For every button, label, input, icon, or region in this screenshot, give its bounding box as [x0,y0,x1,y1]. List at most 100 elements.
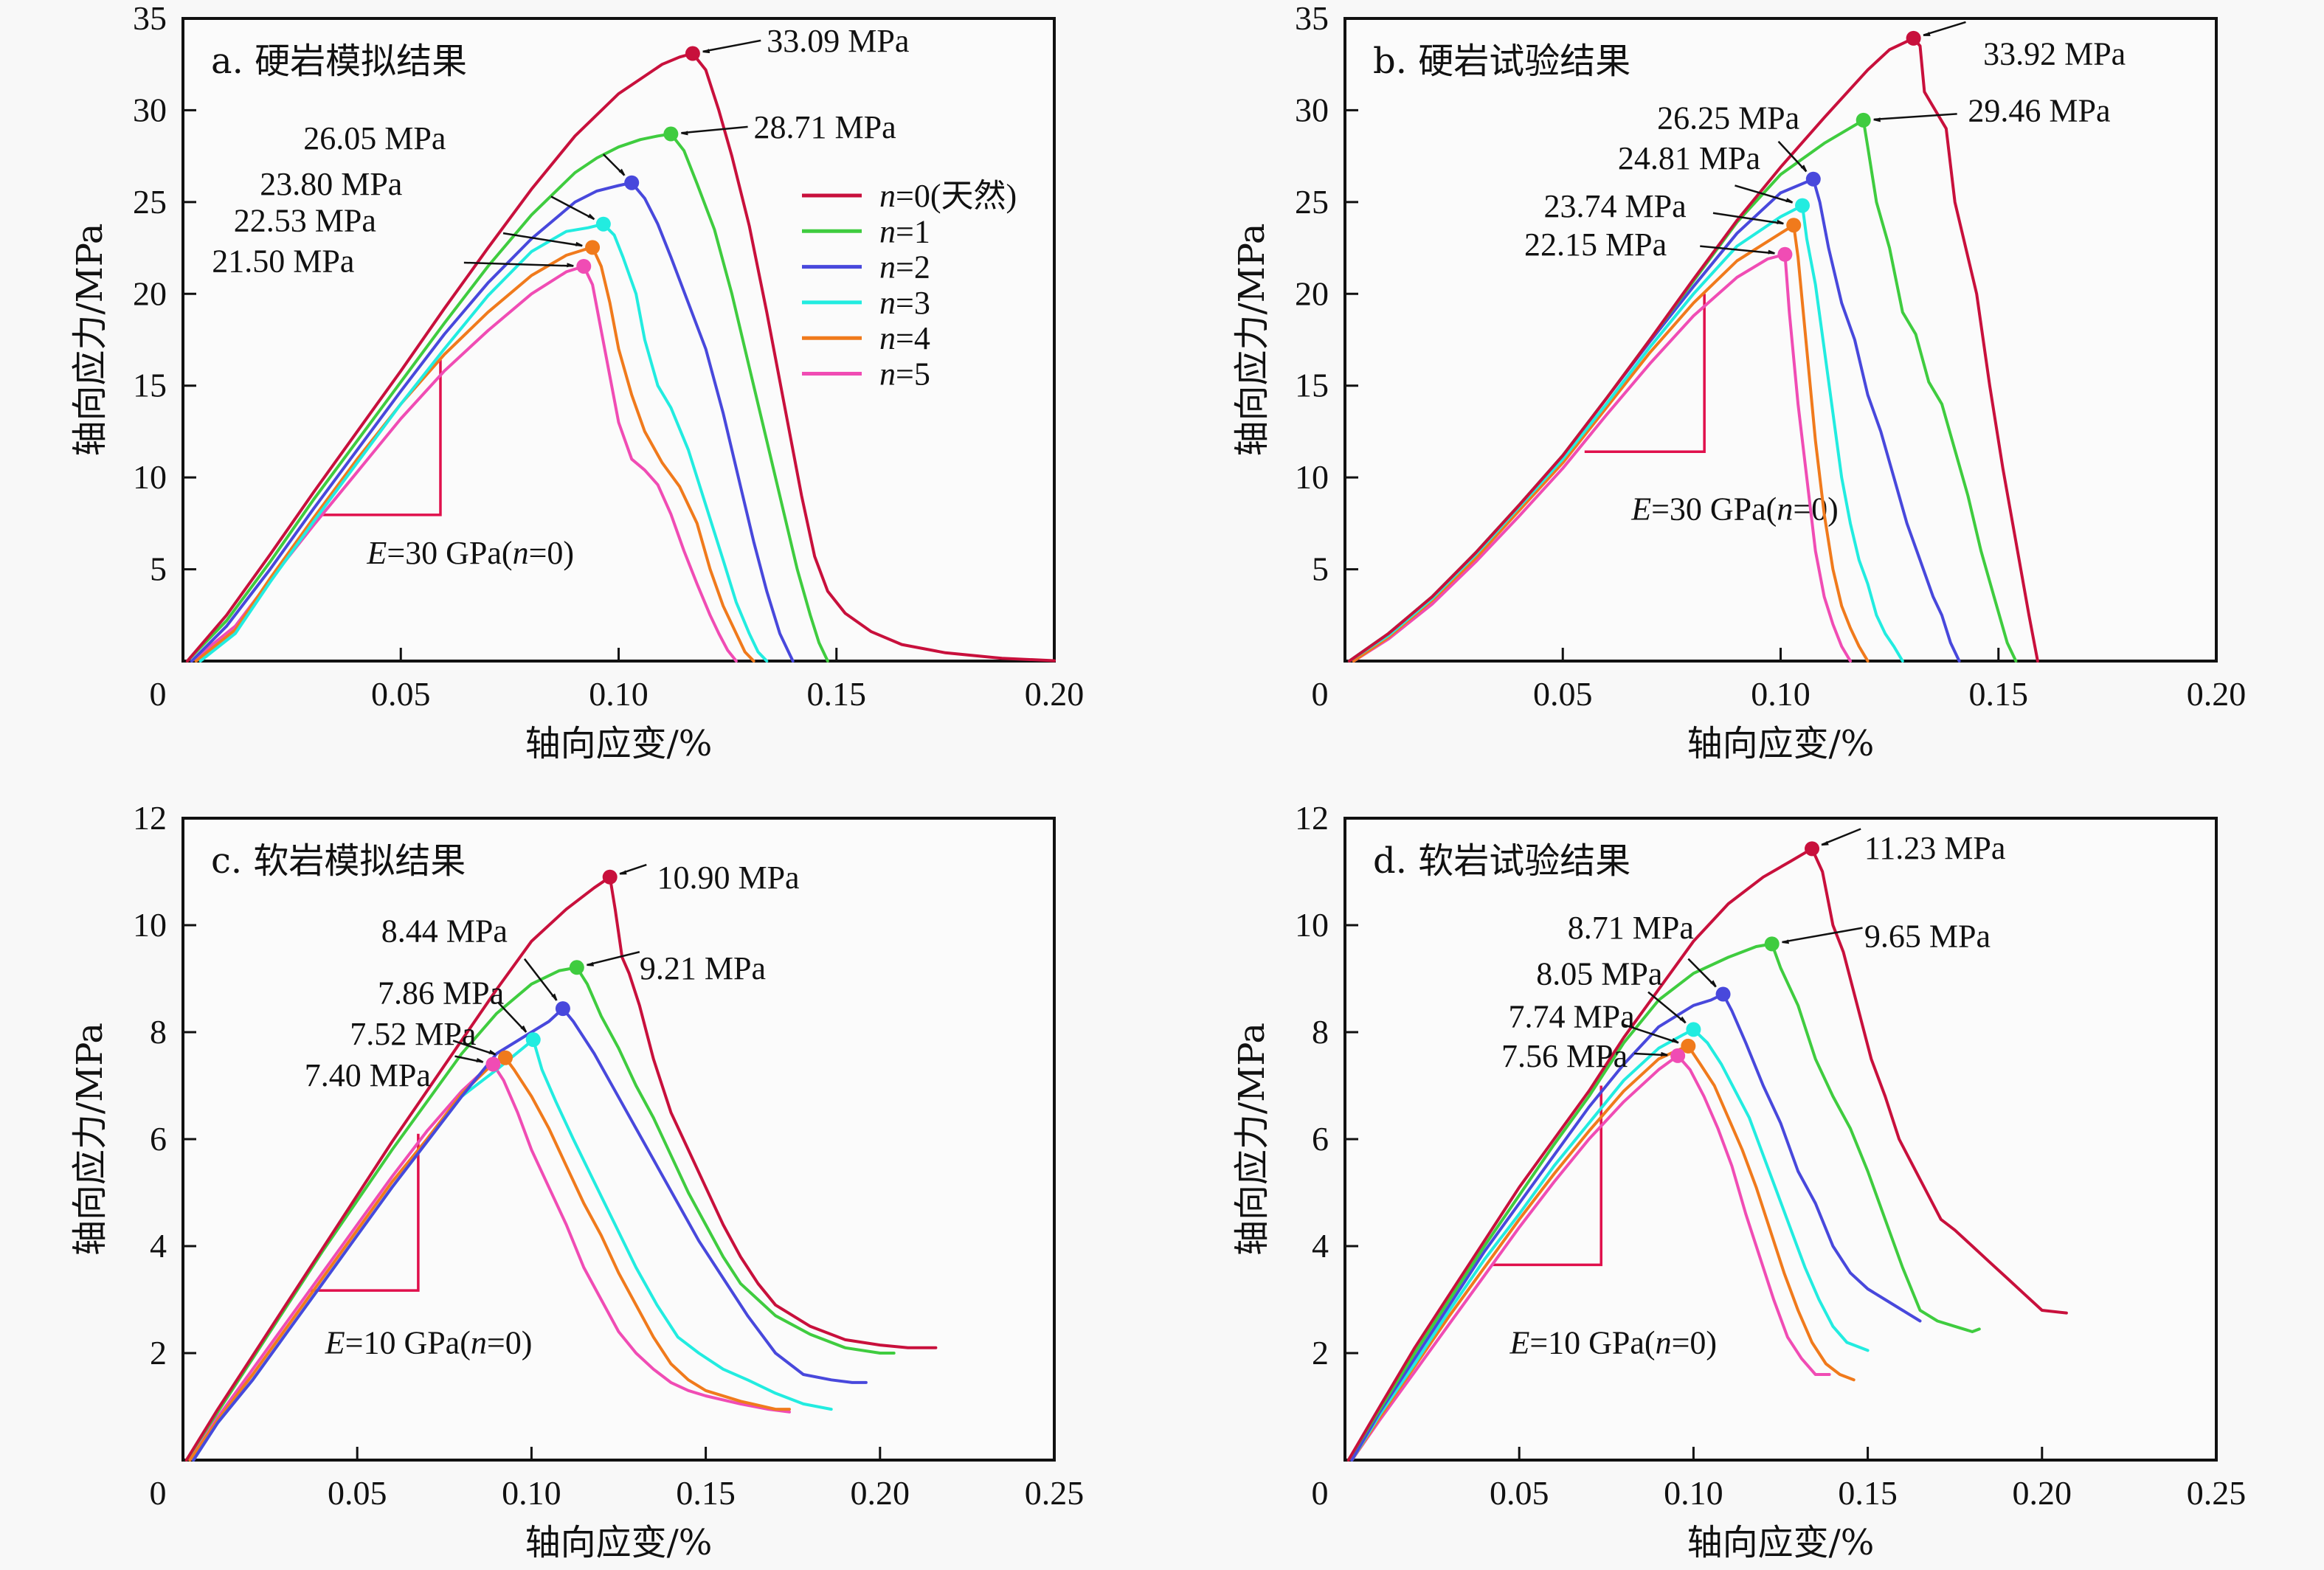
peak-marker-n3 [1686,1022,1701,1037]
x-tick-label: 0 [150,1474,167,1512]
peak-label-n0: 33.92 MPa [1983,35,2126,72]
modulus-label: E=10 GPa(n=0) [325,1325,533,1361]
peak-label-n1: 9.21 MPa [640,950,766,986]
peak-label-n4: 7.52 MPa [350,1016,476,1052]
x-tick-label: 0.10 [589,675,649,713]
peak-label-n1: 29.46 MPa [1968,92,2110,128]
y-tick-label: 15 [1295,367,1329,404]
peak-arrow-n1 [586,951,640,966]
series-line-n4 [188,1056,791,1462]
x-axis-label: 轴向应变/% [1687,1522,1875,1563]
peak-marker-n1 [569,960,584,975]
peak-marker-n0 [1805,841,1820,857]
modulus-triangle [319,359,442,516]
x-tick-label: 0.25 [2187,1474,2247,1512]
legend-label-n2: n=2 [879,249,930,286]
peak-marker-n4 [1786,218,1802,233]
peak-label-n5: 22.15 MPa [1524,226,1667,263]
peak-arrow-n5 [454,1055,484,1063]
legend-label-n1: n=1 [879,213,930,249]
panel-a: 5 10 15 20 25 30 35 0 0.05 0.10 0.15 0.20 轴向应变/% 轴向应力… [69,0,1084,764]
peak-arrow-n2 [1777,140,1808,173]
x-tick-label: 0.10 [1664,1474,1723,1512]
peak-arrow-n3 [550,196,595,221]
y-tick-label: 15 [133,367,167,404]
peak-marker-n5 [576,258,592,274]
modulus-triangle [1491,1085,1602,1267]
peak-label-n2: 8.44 MPa [381,913,508,949]
y-tick-label: 8 [150,1013,167,1051]
peak-arrow-n0 [1821,828,1861,846]
peak-marker-n1 [1856,112,1871,128]
peak-label-n3: 24.81 MPa [1618,140,1760,176]
peak-arrow-n3 [1735,184,1794,204]
x-tick-label: 0.20 [2013,1474,2072,1512]
peak-arrow-n5 [463,261,575,268]
series-line-n0 [184,875,938,1462]
y-tick-label: 35 [133,0,167,37]
peak-label-n5: 7.40 MPa [305,1057,431,1093]
y-tick-label: 35 [1295,0,1329,37]
y-tick-label: 25 [1295,183,1329,221]
y-tick-label: 12 [1295,799,1329,837]
panel-title: c. 软岩模拟结果 [211,840,466,882]
peak-arrow-n5 [1634,1051,1669,1057]
y-tick-label: 4 [1312,1227,1329,1265]
legend: n=0(天然)n=1n=2n=3n=4n=5 [802,178,1017,392]
peak-arrow-n4 [452,1040,497,1056]
y-tick-label: 2 [150,1334,167,1372]
x-tick-label: 0.25 [1025,1474,1085,1512]
peak-label-n5: 7.56 MPa [1501,1038,1628,1074]
peak-arrow-n1 [680,125,748,136]
y-tick-label: 30 [133,91,167,128]
peak-label-n2: 8.71 MPa [1568,910,1694,946]
y-tick-label: 2 [1312,1334,1329,1372]
peak-marker-n4 [1681,1038,1696,1054]
series-line-n0 [1346,847,2068,1462]
x-tick-label: 0.20 [1025,675,1085,713]
y-tick-label: 6 [150,1120,167,1158]
peak-label-n3: 8.05 MPa [1536,955,1662,992]
peak-label-n0: 11.23 MPa [1864,830,2006,866]
y-axis-label: 轴向应力/MPa [69,223,111,456]
x-tick-label: 0.20 [851,1474,910,1512]
peak-marker-n2 [1805,171,1821,187]
series-line-n5 [1350,1054,1831,1462]
series-line-n4 [1350,1044,1856,1462]
peak-arrow-n4 [1712,212,1785,225]
peak-marker-n2 [624,175,640,190]
modulus-label: E=30 GPa(n=0) [366,535,574,571]
series-line-n1 [185,132,829,663]
x-tick-label: 0 [1312,1474,1329,1512]
plot-frame [181,817,1056,1462]
legend-label-n4: n=4 [879,320,930,356]
peak-arrow-n1 [1781,927,1863,944]
x-tick-label: 0 [150,675,167,713]
y-axis-label: 轴向应力/MPa [1231,223,1273,456]
y-tick-label: 25 [133,183,167,221]
peak-arrow-n2 [1687,958,1718,988]
modulus-triangle [1584,294,1706,454]
x-tick-label: 0.05 [1490,1474,1549,1512]
modulus-label: E=30 GPa(n=0) [1630,491,1839,527]
y-tick-label: 10 [133,906,167,944]
peak-label-n0: 33.09 MPa [767,23,909,59]
peak-label-n2: 26.05 MPa [303,120,446,156]
peak-marker-n5 [1777,246,1793,262]
peak-marker-n2 [1715,986,1731,1002]
peak-arrow-n3 [497,1002,528,1033]
peak-marker-n0 [685,46,700,61]
x-tick-label: 0.10 [1751,675,1811,713]
y-tick-label: 6 [1312,1120,1329,1158]
y-tick-label: 4 [150,1227,167,1265]
peak-marker-n5 [1670,1048,1686,1063]
x-tick-label: 0.10 [502,1474,561,1512]
x-axis-label: 轴向应变/% [525,1522,713,1563]
panel-title: b. 硬岩试验结果 [1373,41,1630,82]
x-axis-label: 轴向应变/% [1687,723,1875,764]
panel-d: 2 4 6 8 10 12 0 0.05 0.10 0.15 0.20 0.25 轴向应变/% 轴向应力/… [1231,799,2246,1563]
series-line-n0 [185,52,1056,663]
peak-arrow-n2 [602,153,626,176]
peak-arrow-n2 [523,958,558,1001]
plot-frame [1343,817,2218,1462]
